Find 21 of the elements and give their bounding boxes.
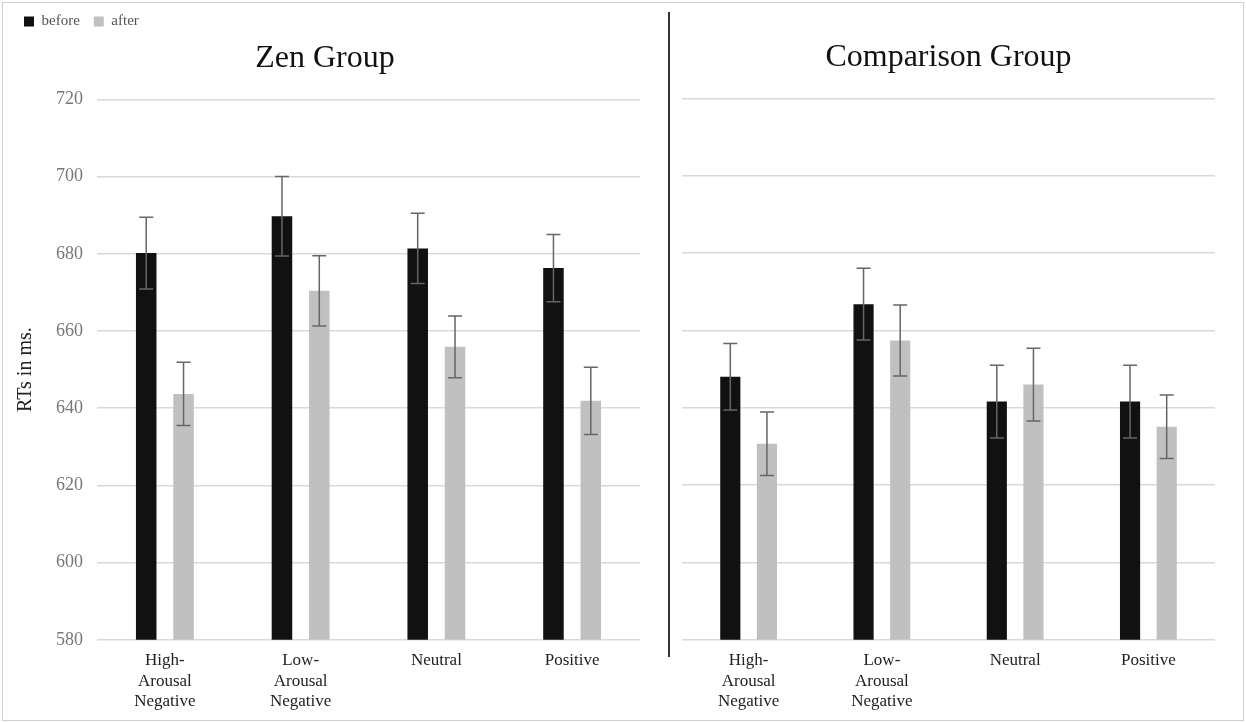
x-tick-label: Low-Arousal Negative xyxy=(269,650,332,711)
x-tick-label: Neutral xyxy=(410,650,463,670)
y-axis-title: RTs in ms. xyxy=(13,327,36,412)
y-tick-label: 700 xyxy=(56,165,83,186)
x-tick-label: Positive xyxy=(544,650,600,670)
y-tick-label: 660 xyxy=(56,319,83,340)
y-tick-label: 600 xyxy=(56,551,83,572)
y-tick-label: 580 xyxy=(56,628,83,649)
y-tick-label: 680 xyxy=(56,242,83,263)
y-tick-label: 620 xyxy=(56,474,83,495)
y-tick-label: 640 xyxy=(56,396,83,417)
legend-label: before xyxy=(41,12,81,29)
chart-title: Zen Group xyxy=(255,37,395,74)
x-tick-label: Positive xyxy=(1120,650,1176,670)
x-tick-label: High-Arousal Negative xyxy=(717,650,780,711)
y-tick-label: 720 xyxy=(56,88,83,109)
x-tick-label: Neutral xyxy=(989,650,1041,670)
x-tick-label: Low-Arousal Negative xyxy=(851,650,913,711)
legend-label: after xyxy=(111,12,139,29)
x-tick-label: High-Arousal Negative xyxy=(134,650,196,711)
chart-title: Comparison Group xyxy=(825,36,1072,73)
